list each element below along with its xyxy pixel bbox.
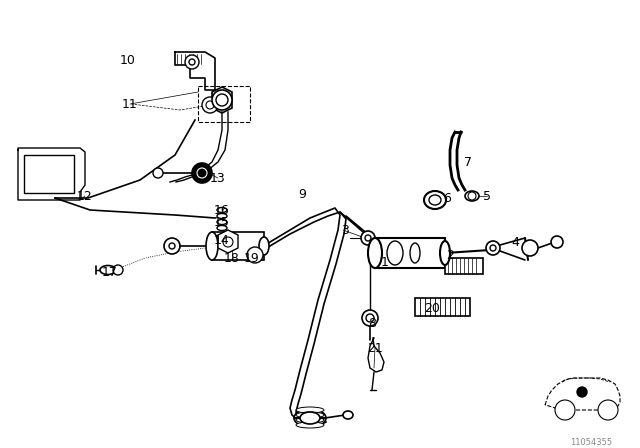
Circle shape bbox=[217, 95, 227, 105]
Ellipse shape bbox=[300, 412, 320, 424]
Circle shape bbox=[164, 238, 180, 254]
Circle shape bbox=[185, 55, 199, 69]
Ellipse shape bbox=[206, 232, 218, 260]
Ellipse shape bbox=[217, 225, 227, 231]
Circle shape bbox=[247, 247, 263, 263]
Circle shape bbox=[577, 387, 587, 397]
Circle shape bbox=[598, 400, 618, 420]
Text: 18: 18 bbox=[224, 251, 240, 264]
Ellipse shape bbox=[296, 407, 324, 413]
Ellipse shape bbox=[440, 241, 450, 265]
Text: 3: 3 bbox=[341, 224, 349, 237]
Circle shape bbox=[468, 192, 476, 200]
Bar bbox=[375, 238, 445, 268]
Ellipse shape bbox=[217, 220, 227, 224]
Text: 10: 10 bbox=[120, 53, 136, 66]
Bar bbox=[212, 232, 264, 260]
Circle shape bbox=[365, 235, 371, 241]
Ellipse shape bbox=[100, 266, 116, 275]
Circle shape bbox=[366, 314, 374, 322]
Bar bbox=[415, 298, 470, 316]
Ellipse shape bbox=[217, 214, 227, 219]
Bar bbox=[445, 258, 483, 274]
Ellipse shape bbox=[387, 241, 403, 265]
Ellipse shape bbox=[368, 238, 382, 268]
Ellipse shape bbox=[294, 409, 326, 427]
Text: 5: 5 bbox=[483, 190, 491, 202]
Text: 11: 11 bbox=[122, 98, 138, 111]
Ellipse shape bbox=[296, 422, 324, 428]
Circle shape bbox=[486, 241, 500, 255]
Bar bbox=[24, 155, 74, 193]
Circle shape bbox=[216, 94, 228, 106]
Polygon shape bbox=[175, 52, 215, 90]
Polygon shape bbox=[212, 87, 232, 113]
Text: 2: 2 bbox=[446, 249, 454, 262]
Ellipse shape bbox=[465, 191, 479, 201]
Polygon shape bbox=[218, 230, 238, 253]
Circle shape bbox=[212, 90, 232, 110]
Ellipse shape bbox=[429, 195, 441, 205]
Text: 19: 19 bbox=[244, 251, 260, 264]
Text: 4: 4 bbox=[511, 236, 519, 249]
Circle shape bbox=[361, 231, 375, 245]
Ellipse shape bbox=[259, 237, 269, 255]
Ellipse shape bbox=[343, 411, 353, 419]
Bar bbox=[198, 86, 250, 122]
Circle shape bbox=[490, 245, 496, 251]
Text: 12: 12 bbox=[77, 190, 93, 202]
Circle shape bbox=[555, 400, 575, 420]
Circle shape bbox=[169, 243, 175, 249]
Ellipse shape bbox=[296, 412, 324, 418]
Text: 17: 17 bbox=[102, 266, 118, 279]
Circle shape bbox=[113, 265, 123, 275]
Text: 14: 14 bbox=[214, 233, 230, 246]
Ellipse shape bbox=[217, 207, 227, 212]
Text: 21: 21 bbox=[367, 341, 383, 354]
Circle shape bbox=[362, 310, 378, 326]
Circle shape bbox=[202, 97, 218, 113]
Ellipse shape bbox=[247, 249, 263, 261]
Circle shape bbox=[192, 163, 212, 183]
Text: 9: 9 bbox=[298, 188, 306, 201]
Text: 8: 8 bbox=[368, 316, 376, 329]
Ellipse shape bbox=[410, 243, 420, 263]
Circle shape bbox=[522, 240, 538, 256]
Circle shape bbox=[189, 59, 195, 65]
Circle shape bbox=[206, 101, 214, 109]
Circle shape bbox=[223, 237, 233, 247]
Text: 13: 13 bbox=[210, 172, 226, 185]
Ellipse shape bbox=[424, 191, 446, 209]
Polygon shape bbox=[18, 148, 85, 200]
Ellipse shape bbox=[296, 417, 324, 423]
Text: 7: 7 bbox=[464, 155, 472, 168]
Text: 1: 1 bbox=[381, 255, 389, 268]
Circle shape bbox=[551, 236, 563, 248]
Circle shape bbox=[153, 168, 163, 178]
Text: 6: 6 bbox=[443, 191, 451, 204]
Circle shape bbox=[197, 168, 207, 178]
Text: 15: 15 bbox=[214, 215, 230, 228]
Text: 20: 20 bbox=[424, 302, 440, 314]
Text: 16: 16 bbox=[214, 203, 230, 216]
Text: 11054355: 11054355 bbox=[570, 438, 612, 447]
